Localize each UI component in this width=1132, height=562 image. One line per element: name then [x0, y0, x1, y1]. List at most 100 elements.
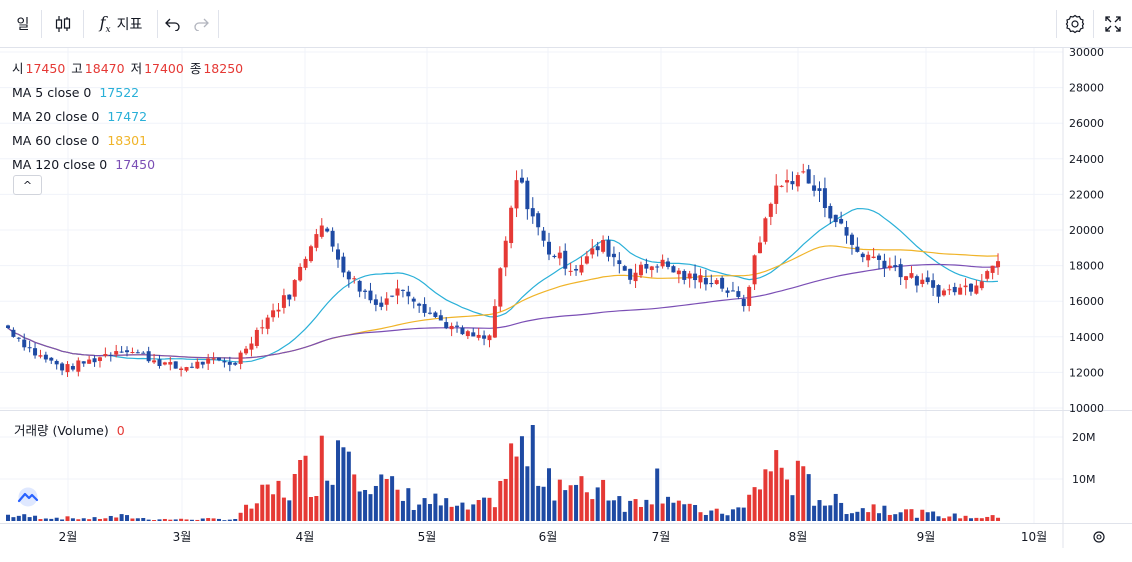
undo-icon	[165, 18, 180, 31]
ma20-value: 17472	[107, 109, 148, 124]
candle-body	[141, 352, 146, 354]
time-tick-label: 4월	[296, 530, 315, 544]
candle-body	[611, 253, 616, 258]
candle-body	[649, 266, 654, 271]
candle-body	[287, 294, 292, 300]
volume-bar	[714, 508, 719, 521]
candle-body	[400, 289, 405, 291]
chart-type-button[interactable]	[46, 8, 80, 40]
tradingview-logo-icon[interactable]	[16, 487, 40, 507]
candle-body	[563, 250, 568, 269]
candle-body	[617, 260, 622, 265]
candle-body	[162, 362, 167, 365]
candle-body	[87, 359, 92, 364]
legend-collapse-button[interactable]: ^	[13, 175, 42, 195]
candle-body	[947, 289, 952, 291]
volume-bar	[844, 514, 849, 521]
candle-body	[233, 363, 238, 365]
candle-body	[54, 360, 59, 365]
volume-bar	[936, 516, 941, 521]
ma60-legend[interactable]: MA 60 close 0 18301	[12, 129, 245, 153]
ma120-legend[interactable]: MA 120 close 0 17450	[12, 153, 245, 177]
volume-bar	[941, 518, 946, 521]
volume-bar	[725, 515, 730, 521]
volume-bar	[438, 505, 443, 521]
volume-bar	[703, 514, 708, 521]
price-tick-label: 20000	[1069, 224, 1104, 237]
candle-body	[76, 360, 81, 372]
candle-body	[254, 329, 259, 346]
ma20-legend[interactable]: MA 20 close 0 17472	[12, 105, 245, 129]
candle-body	[135, 352, 140, 354]
candle-body	[81, 361, 86, 364]
candle-body	[541, 230, 546, 241]
candle-body	[763, 218, 768, 242]
volume-bar	[709, 510, 714, 521]
settings-button[interactable]	[1060, 8, 1090, 40]
candle-body	[406, 291, 411, 297]
volume-tick-label: 10M	[1072, 473, 1096, 486]
candle-body	[904, 276, 909, 281]
volume-legend[interactable]: 거래량 (Volume) 0	[14, 421, 129, 441]
interval-button[interactable]: 일	[6, 8, 40, 40]
candle-body	[433, 312, 438, 317]
undo-button[interactable]	[160, 8, 186, 40]
volume-bar	[103, 518, 108, 521]
candle-body	[373, 299, 378, 305]
volume-bar	[871, 504, 876, 521]
candle-body	[211, 358, 216, 360]
volume-bar	[557, 479, 562, 521]
volume-bar	[525, 466, 530, 521]
volume-bar	[411, 509, 416, 521]
volume-bar	[660, 503, 665, 521]
volume-bar	[736, 507, 741, 521]
volume-bar	[427, 504, 432, 521]
candle-body	[768, 203, 773, 217]
candle-body	[676, 270, 681, 275]
volume-bar	[574, 484, 579, 521]
indicators-button[interactable]: fx 지표	[88, 8, 154, 40]
volume-bar	[422, 498, 427, 521]
candle-body	[877, 255, 882, 260]
volume-bar	[179, 518, 184, 521]
candle-body	[49, 357, 54, 361]
volume-bar	[206, 518, 211, 521]
ma20-line	[7, 207, 999, 363]
volume-bar	[108, 515, 113, 521]
candle-body	[633, 272, 638, 282]
axis-settings-button[interactable]	[1093, 531, 1105, 543]
moving-average-lines	[7, 179, 999, 367]
candle-body	[644, 263, 649, 269]
volume-bar	[628, 500, 633, 521]
candle-body	[655, 266, 660, 268]
candle-body	[660, 259, 665, 267]
volume-bar	[417, 504, 422, 521]
ma120-label: MA 120 close 0	[12, 157, 108, 172]
fx-icon: fx	[99, 12, 111, 36]
volume-bar	[833, 493, 838, 521]
open-label: 시	[12, 61, 24, 76]
candle-body	[487, 335, 492, 341]
volume-bar	[119, 514, 124, 521]
candle-body	[590, 248, 595, 255]
volume-bar	[693, 504, 698, 521]
price-tick-label: 22000	[1069, 188, 1104, 201]
fullscreen-button[interactable]	[1098, 8, 1128, 40]
candle-body	[509, 207, 514, 244]
candle-body	[482, 335, 487, 339]
volume-bar	[866, 512, 871, 521]
volume-bar	[471, 504, 476, 521]
candle-body	[530, 208, 535, 217]
ma5-legend[interactable]: MA 5 close 0 17522	[12, 81, 245, 105]
volume-bars	[6, 425, 1001, 521]
volume-bar	[336, 440, 341, 521]
volume-bar	[795, 460, 800, 521]
ma5-line	[8, 179, 998, 367]
redo-button[interactable]	[188, 8, 214, 40]
price-tick-label: 14000	[1069, 331, 1104, 344]
candle-body	[547, 241, 551, 255]
volume-bar	[968, 518, 973, 521]
candle-body	[330, 230, 335, 247]
candle-body	[22, 339, 27, 348]
